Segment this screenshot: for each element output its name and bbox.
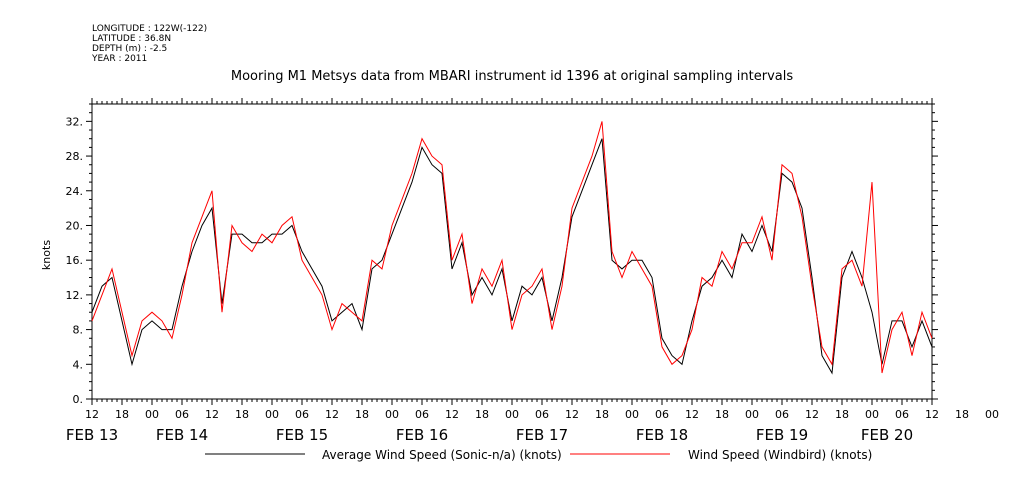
x-date-label: FEB 14 <box>156 426 208 444</box>
x-date-label: FEB 16 <box>396 426 448 444</box>
x-tick-label: 12 <box>85 408 99 421</box>
y-tick-label: 12. <box>66 289 84 302</box>
x-tick-label: 06 <box>175 408 189 421</box>
x-date-label: FEB 18 <box>636 426 688 444</box>
x-tick-label: 00 <box>385 408 399 421</box>
x-tick-label: 06 <box>775 408 789 421</box>
x-date-label: FEB 15 <box>276 426 328 444</box>
meta-depth: DEPTH (m) : -2.5 <box>92 44 167 54</box>
legend-label-windbird: Wind Speed (Windbird) (knots) <box>688 448 872 462</box>
x-date-label: FEB 17 <box>516 426 568 444</box>
legend-label-average: Average Wind Speed (Sonic-n/a) (knots) <box>322 448 562 462</box>
x-date-label: FEB 13 <box>66 426 118 444</box>
x-tick-label: 18 <box>595 408 609 421</box>
x-tick-label: 18 <box>835 408 849 421</box>
x-tick-label: 18 <box>115 408 129 421</box>
y-tick-label: 28. <box>66 150 84 163</box>
x-tick-label: 00 <box>505 408 519 421</box>
x-date-label: FEB 19 <box>756 426 808 444</box>
y-tick-label: 8. <box>73 324 84 337</box>
y-tick-label: 4. <box>73 358 84 371</box>
meta-longitude: LONGITUDE : 122W(-122) <box>92 24 207 34</box>
y-axis-label: knots <box>40 240 53 270</box>
y-tick-label: 0. <box>73 393 84 406</box>
x-tick-label: 06 <box>295 408 309 421</box>
x-tick-label: 00 <box>865 408 879 421</box>
meta-year: YEAR : 2011 <box>91 54 147 64</box>
x-tick-label: 12 <box>685 408 699 421</box>
axes: 0. 4. 8. 12. 16. 20. 24. 28. 32. 12 18 00 06 12 18 00 06… <box>66 98 999 444</box>
y-tick-label: 16. <box>66 254 84 267</box>
x-tick-label: 12 <box>445 408 459 421</box>
x-tick-label: 00 <box>745 408 759 421</box>
x-tick-label: 06 <box>535 408 549 421</box>
x-tick-label: 18 <box>355 408 369 421</box>
meta-latitude: LATITUDE : 36.8N <box>92 34 171 44</box>
x-tick-label: 18 <box>235 408 249 421</box>
series-line-0 <box>91 138 933 375</box>
y-tick-label: 20. <box>66 219 84 232</box>
x-tick-label: 12 <box>805 408 819 421</box>
x-tick-label: 12 <box>925 408 939 421</box>
y-tick-label: 24. <box>66 185 84 198</box>
x-tick-label: 18 <box>475 408 489 421</box>
x-tick-label: 00 <box>625 408 639 421</box>
series-lines <box>91 121 933 375</box>
x-tick-label: 06 <box>655 408 669 421</box>
x-tick-label: 06 <box>415 408 429 421</box>
plot-frame <box>91 103 933 400</box>
x-tick-label: 18 <box>715 408 729 421</box>
x-date-label: FEB 20 <box>861 426 913 444</box>
chart-title: Mooring M1 Metsys data from MBARI instru… <box>231 69 793 84</box>
x-tick-label: 12 <box>325 408 339 421</box>
x-tick-label: 06 <box>895 408 909 421</box>
series-line-1 <box>91 121 933 374</box>
legend: Average Wind Speed (Sonic-n/a) (knots) W… <box>205 448 872 462</box>
x-tick-label: 18 <box>955 408 969 421</box>
y-tick-label: 32. <box>66 115 84 128</box>
x-tick-label: 12 <box>565 408 579 421</box>
x-tick-label: 12 <box>205 408 219 421</box>
x-tick-label: 00 <box>985 408 999 421</box>
metadata-block: LONGITUDE : 122W(-122) LATITUDE : 36.8N … <box>91 24 207 64</box>
x-tick-label: 00 <box>265 408 279 421</box>
x-tick-label: 00 <box>145 408 159 421</box>
